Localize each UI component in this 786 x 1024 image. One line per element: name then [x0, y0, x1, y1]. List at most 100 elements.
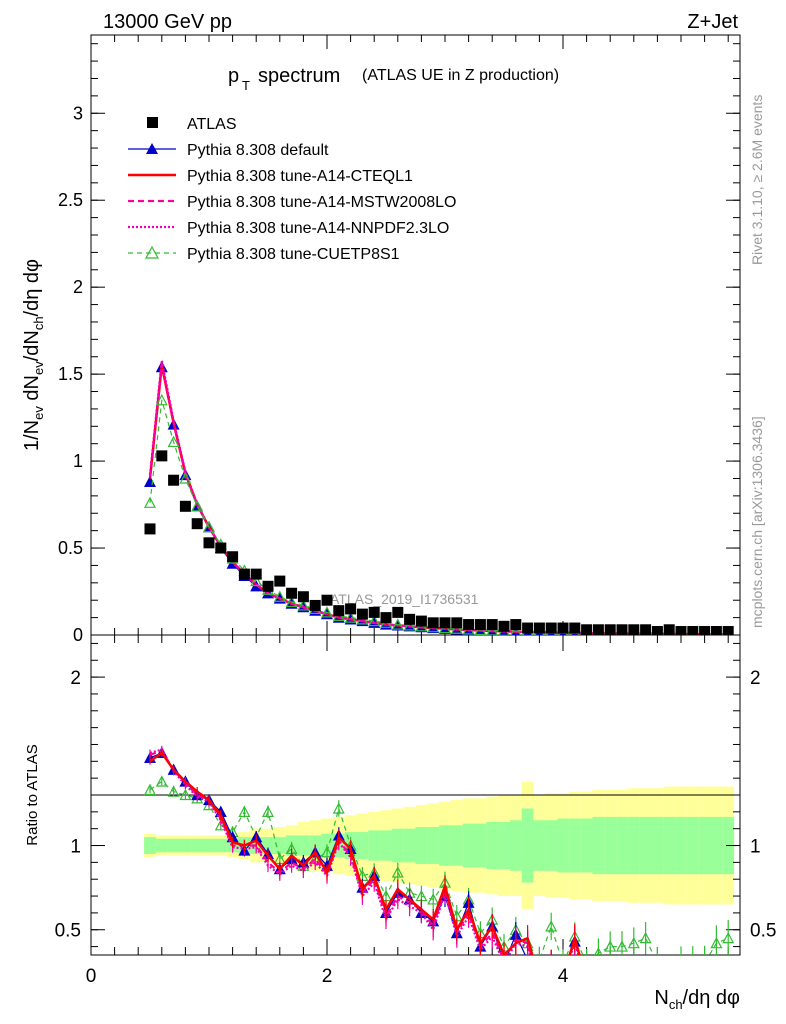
atlas-data-point [404, 613, 416, 625]
main-y-tick-label: 0 [73, 625, 83, 645]
main-y-tick-label: 0.5 [58, 538, 83, 558]
band-inner-bin [592, 816, 605, 875]
ratio-marker-cuetp8s1 [627, 936, 640, 949]
ratio-marker-default [664, 975, 674, 985]
atlas-data-point [640, 624, 652, 635]
ratio-marker-cuetp8s1 [332, 802, 345, 814]
ratio-marker-cuetp8s1 [604, 940, 617, 952]
band-inner-bin [144, 837, 156, 854]
ratio-marker-default [617, 984, 627, 994]
ratio-marker-cuetp8s1 [391, 866, 404, 878]
ratio-marker-cuetp8s1 [545, 920, 558, 932]
main-y-axis-title: 1/Nev dNev/dNch/dη dφ [21, 259, 46, 451]
ratio-marker-cuetp8s1 [700, 958, 710, 968]
atlas-data-point [238, 568, 250, 580]
main-marker-cuetp8s1 [167, 435, 180, 448]
atlas-data-point [675, 626, 687, 635]
atlas-data-point [651, 626, 663, 635]
process-label: Z+Jet [687, 11, 738, 33]
band-inner-bin [203, 838, 215, 853]
atlas-data-point [274, 575, 286, 587]
legend-entry-cteql1: Pythia 8.308 tune-A14-CTEQL1 [128, 168, 413, 185]
atlas-data-point [498, 620, 510, 632]
main-marker-cuetp8s1 [297, 599, 310, 611]
ratio-marker-cuetp8s1 [144, 783, 156, 796]
atlas-data-point [545, 622, 557, 634]
band-inner-bin [486, 821, 499, 870]
legend-marker-default [146, 143, 158, 154]
band-inner-bin [214, 838, 227, 853]
main-marker-cuetp8s1 [450, 622, 463, 634]
atlas-data-point [262, 580, 274, 592]
ratio-marker-default [534, 975, 544, 985]
ratio-marker-cuetp8s1 [722, 931, 735, 944]
band-inner-bin [403, 828, 416, 863]
band-inner-bin [474, 823, 487, 868]
rivet-label: Rivet 3.1.10, ≥ 2.6M events [749, 95, 765, 265]
band-inner-bin [439, 825, 451, 866]
main-axes: 0 0.5 1 1.5 2 2.5 3 [58, 35, 740, 645]
mcplots-label: mcplots.cern.ch [arXiv:1306.3436] [749, 416, 765, 628]
atlas-data-point [297, 591, 309, 603]
ratio-line-cteql1 [149, 751, 581, 955]
main-marker-cuetp8s1 [191, 500, 204, 512]
ratio-marker-default [711, 975, 721, 985]
ratio-line-nnpdf [149, 748, 580, 955]
plot-title-main: p [228, 65, 239, 87]
main-marker-cuetp8s1 [250, 574, 263, 587]
atlas-data-point [616, 624, 628, 635]
ratio-marker-cuetp8s1 [427, 893, 440, 905]
plot-title-sub: T [242, 78, 250, 93]
atlas-data-point [510, 619, 522, 631]
main-y-tick-label: 1 [73, 451, 83, 471]
main-marker-cuetp8s1 [486, 624, 498, 635]
main-marker-cuetp8s1 [155, 393, 168, 406]
atlas-data-point [356, 608, 368, 620]
ratio-marker-cuetp8s1 [639, 931, 652, 944]
legend-entry-default: Pythia 8.308 default [128, 142, 329, 159]
band-inner-bin [380, 830, 392, 861]
atlas-data-point [710, 626, 722, 635]
band-inner-bin [297, 835, 310, 856]
atlas-data-point [604, 624, 616, 635]
band-inner-bin [521, 808, 534, 883]
ratio-marker-cuetp8s1 [594, 947, 603, 955]
ratio-marker-default [546, 958, 556, 968]
main-series [144, 359, 734, 635]
band-inner-bin [533, 820, 546, 871]
atlas-data-point [474, 619, 486, 631]
atlas-data-point [156, 450, 168, 462]
legend-marker-atlas [147, 117, 158, 128]
atlas-data-point [451, 617, 463, 629]
ratio-marker-cuetp8s1 [155, 775, 168, 787]
atlas-data-point [144, 523, 156, 535]
ratio-y-tick-label-right: 0.5 [750, 921, 776, 942]
atlas-data-point [557, 622, 569, 634]
ratio-marker-default [526, 953, 529, 955]
ratio-y-tick-label: 2 [70, 668, 81, 689]
legend-label-cteql1: Pythia 8.308 tune-A14-CTEQL1 [187, 168, 413, 185]
main-marker-cuetp8s1 [144, 496, 156, 508]
main-marker-cuetp8s1 [403, 619, 416, 631]
main-marker-cuetp8s1 [391, 618, 404, 630]
x-tick-label: 0 [86, 966, 97, 987]
energy-label: 13000 GeV pp [103, 11, 232, 33]
main-marker-cuetp8s1 [203, 520, 215, 533]
x-tick-label: 2 [322, 966, 333, 987]
legend-entry-nnpdf: Pythia 8.308 tune-A14-NNPDF2.3LO [128, 220, 449, 237]
band-inner-bin [179, 838, 192, 853]
x-axis-title: Nch/dη dφ [654, 987, 740, 1012]
plot-title-rest: spectrum [258, 65, 340, 87]
ratio-marker-default [582, 975, 592, 985]
atlas-data-point [191, 518, 203, 530]
atlas-data-point [628, 624, 640, 635]
band-inner-bin [155, 838, 168, 853]
main-y-tick-label: 1.5 [58, 364, 83, 384]
band-inner-bin [604, 816, 617, 875]
legend: ATLAS Pythia 8.308 default Pythia 8.308 … [128, 116, 456, 263]
band-inner-bin [262, 837, 274, 854]
atlas-data-point [179, 500, 191, 512]
main-marker-cuetp8s1 [179, 472, 192, 484]
atlas-data-point [687, 626, 699, 635]
